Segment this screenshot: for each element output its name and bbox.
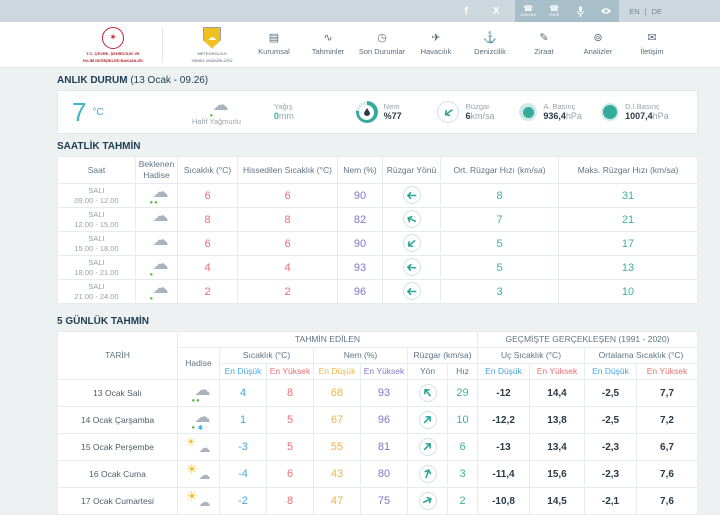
hourly-row: SALI 09.00 - 12.00 ☁ ●● 6 6 90 8 31 — [57, 183, 698, 208]
quick-access-block: ☎ ANKARA ☎ İZMİR — [515, 0, 620, 22]
daily-header-subgroup-row: Hadise Sıcaklık (°C) Nem (%) Rüzgar (km/… — [58, 347, 698, 380]
wind-direction-icon — [418, 410, 437, 429]
site-header: ✶ T.C. ÇEVRE, ŞEHİRCİLİK VE İKLİM DEĞİŞİ… — [0, 22, 720, 68]
sleet-cloud-icon: ☁ ● ✱ — [191, 408, 211, 432]
current-condition: ☁ ● Hafif Yağmurlu — [192, 97, 241, 127]
facebook-icon[interactable]: f — [464, 5, 468, 17]
rainy-cloud-icon: ☁ ●● — [149, 184, 169, 207]
hourly-header-row: Saat Beklenen Hadise Sıcaklık (°C) Hisse… — [57, 156, 698, 184]
daily-row: 15 Ocak Perşembe ☀ ☁ -3 5 55 81 6 -13 13,… — [57, 433, 698, 461]
rainy-cloud-icon: ☁ ● — [209, 97, 229, 120]
wind-direction-icon — [402, 258, 421, 277]
ankara-hotline-button[interactable]: ☎ ANKARA — [520, 3, 536, 17]
envelope-icon: ✉ — [647, 32, 657, 44]
lang-de-link[interactable]: DE — [651, 6, 662, 16]
current-conditions-panel: 7 °C ☁ ● Hafif Yağmurlu Yağış 0mm — [57, 90, 698, 134]
top-utility-bar: f X ☎ ANKARA ☎ İZMİR EN | DE — [0, 0, 720, 22]
current-precip: Yağış 0mm — [273, 102, 294, 121]
ministry-logo[interactable]: ✶ T.C. ÇEVRE, ŞEHİRCİLİK VE İKLİM DEĞİŞİ… — [78, 26, 148, 63]
pressure-gauge-icon — [519, 103, 538, 121]
daily-row: 16 Ocak Cuma ☀ ☁ -4 6 43 80 3 -11,4 15,6 … — [57, 460, 698, 488]
daily-forecast-table: TARİH TAHMİN EDİLEN GEÇMİŞTE GERÇEKLEŞEN… — [57, 331, 698, 515]
daily-row: 14 Ocak Çarşamba ☁ ● ✱ 1 5 67 96 10 -12,2 … — [57, 406, 698, 434]
current-pressure-sea: D.İ.Basınç 1007,4hPa — [601, 102, 683, 122]
current-section-title: ANLIK DURUM (13 Ocak - 09.26) — [57, 75, 209, 86]
wind-direction-icon — [402, 186, 421, 205]
nav-tahminler[interactable]: ∿ Tahminler — [301, 32, 355, 57]
lang-separator: | — [644, 6, 647, 16]
hourly-section-title: SAATLİK TAHMİN — [57, 141, 141, 152]
mgm-shield-icon: ☁ — [203, 26, 221, 49]
hourly-forecast-table: Saat Beklenen Hadise Sıcaklık (°C) Hisse… — [57, 156, 698, 304]
wind-direction-icon — [418, 491, 437, 510]
eye-icon — [601, 8, 612, 14]
current-temp: 7 °C — [72, 97, 104, 127]
nav-kurumsal[interactable]: ▤ Kurumsal — [247, 32, 301, 57]
nav-analizler[interactable]: ⊚ Analizler — [571, 32, 625, 57]
rainy-cloud-icon: ☁ ●● — [191, 381, 211, 404]
logo-divider — [162, 27, 163, 62]
plane-icon: ✈ — [431, 32, 441, 44]
clock-icon: ◷ — [377, 32, 387, 44]
pen-icon: ✎ — [539, 32, 549, 44]
wind-direction-icon — [402, 210, 421, 229]
nav-iletisim[interactable]: ✉ İletişim — [625, 32, 679, 57]
wind-direction-icon — [418, 437, 437, 456]
daily-row: 17 Ocak Cumartesi ☀ ☁ -2 8 47 75 2 -10,8 … — [57, 487, 698, 515]
accessibility-button[interactable] — [593, 0, 619, 22]
daily-section-title: 5 GÜNLÜK TAHMİN — [57, 316, 150, 327]
chart-icon: ∿ — [323, 32, 333, 44]
compass-icon: ⊚ — [593, 32, 603, 44]
building-icon: ▤ — [268, 32, 280, 44]
anchor-icon: ⚓ — [483, 32, 497, 44]
microphone-button[interactable] — [567, 0, 593, 22]
hourly-row: SALI 15.00 - 18.00 ☁ 6 6 90 5 17 — [57, 231, 698, 256]
current-pressure-actual: A. Basınç 936,4hPa — [519, 102, 601, 122]
wind-direction-icon — [418, 383, 437, 402]
wind-direction-icon — [402, 234, 421, 253]
nav-son-durumlar[interactable]: ◷ Son Durumlar — [355, 32, 409, 57]
humidity-gauge-icon — [355, 101, 378, 123]
izmir-hotline-button[interactable]: ☎ İZMİR — [548, 3, 560, 17]
wind-direction-icon — [437, 101, 460, 123]
partly-sunny-icon: ☀ ☁ — [185, 434, 211, 455]
current-humidity: Nem %77 — [355, 101, 438, 123]
nav-havacilik[interactable]: ✈ Havacılık — [409, 32, 463, 57]
nav-denizcilik[interactable]: ⚓ Denizcilik — [463, 32, 517, 57]
nav-ziraat[interactable]: ✎ Ziraat — [517, 32, 571, 57]
wind-direction-icon — [402, 282, 421, 301]
mgm-logo[interactable]: ☁ METEOROLOJİ GENEL MÜDÜRLÜĞÜ — [177, 26, 247, 63]
rainy-cloud-icon: ☁ ● — [149, 256, 169, 279]
microphone-icon — [576, 6, 584, 16]
sunny-cloud-icon: ☀ ☁ — [185, 460, 211, 482]
daily-row: 13 Ocak Salı ☁ ●● 4 8 68 93 29 -12 14,4 -… — [57, 379, 698, 407]
twitter-icon[interactable]: X — [492, 5, 500, 17]
cloud-icon: ☁ — [152, 208, 169, 225]
phone-icon: ☎ — [523, 3, 534, 13]
lang-en-link[interactable]: EN — [629, 6, 640, 16]
pressure-gauge-icon — [601, 103, 620, 121]
hourly-row: SALI 12.00 - 15.00 ☁ 8 8 82 7 21 — [57, 207, 698, 232]
sunny-cloud-icon: ☀ ☁ — [185, 487, 211, 509]
main-nav: ▤ Kurumsal ∿ Tahminler ◷ Son Durumlar ✈ … — [247, 32, 679, 57]
current-wind: Rüzgar 6km/sa — [437, 101, 519, 123]
ministry-emblem-icon: ✶ — [102, 26, 124, 49]
cloud-icon: ☁ — [152, 232, 169, 249]
rainy-cloud-icon: ☁ ● — [149, 280, 169, 303]
daily-header-group-row: TARİH TAHMİN EDİLEN GEÇMİŞTE GERÇEKLEŞEN… — [57, 331, 698, 380]
hourly-row: SALI 18.00 - 21.00 ☁ ● 4 4 93 5 13 — [57, 255, 698, 280]
hourly-row: SALI 21.00 - 24.00 ☁ ● 2 2 96 3 10 — [57, 279, 698, 304]
phone-icon: ☎ — [549, 3, 560, 13]
wind-direction-icon — [418, 464, 437, 483]
